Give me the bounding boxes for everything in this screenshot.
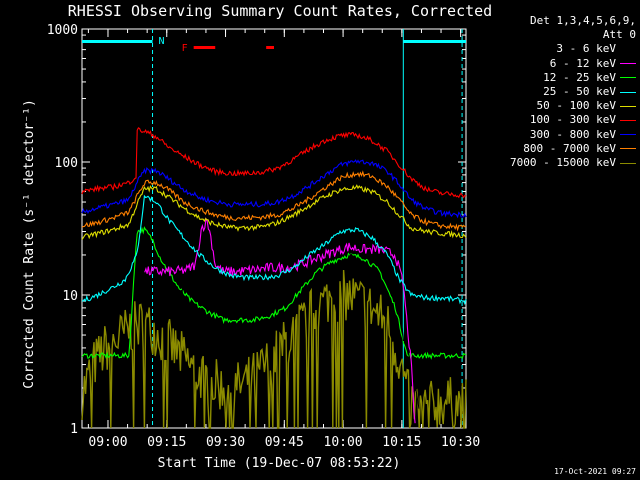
legend-attenuator: Att 0 [602, 28, 636, 42]
legend-entry-label: 3 - 6 keV [556, 42, 616, 56]
series-trace [81, 184, 467, 240]
flare-interval-bar [266, 46, 274, 49]
night-interval-bar [82, 40, 153, 43]
x-tick-label: 10:00 [324, 435, 363, 450]
y-axis-label: Corrected Count Rate (s⁻¹ detector⁻¹) [22, 99, 37, 389]
night-interval-bar [403, 40, 466, 43]
legend-entry: 50 - 100 keV [480, 99, 636, 113]
legend-swatch [620, 120, 636, 122]
legend-entry: 100 - 300 keV [480, 113, 636, 127]
legend-swatch [620, 134, 636, 136]
x-tick-label: 10:30 [441, 435, 480, 450]
series-trace [81, 127, 467, 199]
series-trace [81, 159, 467, 219]
x-tick-label: 10:15 [382, 435, 421, 450]
legend-swatch [620, 49, 636, 50]
legend-entry: 6 - 12 keV [480, 57, 636, 71]
y-tick-label: 10 [62, 289, 78, 304]
legend-entries: 3 - 6 keV 6 - 12 keV 12 - 25 keV 25 - 50 ke… [480, 42, 636, 170]
series-trace [81, 269, 467, 430]
legend-swatch [620, 91, 636, 93]
legend-entry-label: 25 - 50 keV [543, 85, 616, 99]
legend-entry-label: 100 - 300 keV [529, 113, 616, 127]
plot-area: 1 10 100 1000 09:00 09:15 09:30 09:45 10:00 10:15… [47, 23, 481, 450]
plot-frame [81, 28, 467, 429]
legend-entry-label: 800 - 7000 keV [523, 141, 616, 155]
series-trace [81, 194, 467, 306]
night-label: N [159, 36, 165, 47]
legend-entry-label: 7000 - 15000 keV [510, 156, 616, 170]
legend-swatch [620, 77, 636, 79]
legend-entry-label: 12 - 25 keV [543, 70, 616, 84]
legend-entry-label: 6 - 12 keV [549, 56, 616, 70]
legend-entry: 300 - 800 keV [480, 128, 636, 142]
legend-entry: 12 - 25 keV [480, 71, 636, 85]
legend-swatch [620, 105, 636, 107]
legend: Det 1,3,4,5,6,9, Att 0 3 - 6 keV 6 - 12 k… [480, 14, 636, 170]
chart-title: RHESSI Observing Summary Count Rates, Co… [68, 2, 492, 20]
x-tick-label: 09:45 [265, 435, 304, 450]
legend-swatch [620, 63, 636, 65]
series-trace [144, 217, 416, 424]
legend-entry: 7000 - 15000 keV [480, 156, 636, 170]
legend-swatch [620, 148, 636, 150]
legend-entry-label: 300 - 800 keV [529, 127, 616, 141]
legend-entry: 800 - 7000 keV [480, 142, 636, 156]
flare-label: F [182, 43, 188, 54]
x-tick-label: 09:15 [147, 435, 186, 450]
legend-entry-label: 50 - 100 keV [536, 99, 616, 113]
legend-swatch [620, 162, 636, 164]
legend-detectors: Det 1,3,4,5,6,9, [530, 14, 636, 27]
series-trace [81, 226, 467, 360]
y-tick-label: 1 [70, 422, 78, 437]
x-axis-label: Start Time (19-Dec-07 08:53:22) [158, 456, 401, 471]
y-tick-label: 1000 [47, 23, 78, 38]
x-tick-label: 09:30 [206, 435, 245, 450]
legend-entry: 3 - 6 keV [480, 42, 636, 56]
legend-entry: 25 - 50 keV [480, 85, 636, 99]
flare-interval-bar [193, 46, 216, 49]
generation-timestamp: 17-Oct-2021 09:27 [554, 467, 636, 476]
y-tick-label: 100 [55, 156, 78, 171]
x-tick-label: 09:00 [88, 435, 127, 450]
series-trace [81, 170, 467, 232]
